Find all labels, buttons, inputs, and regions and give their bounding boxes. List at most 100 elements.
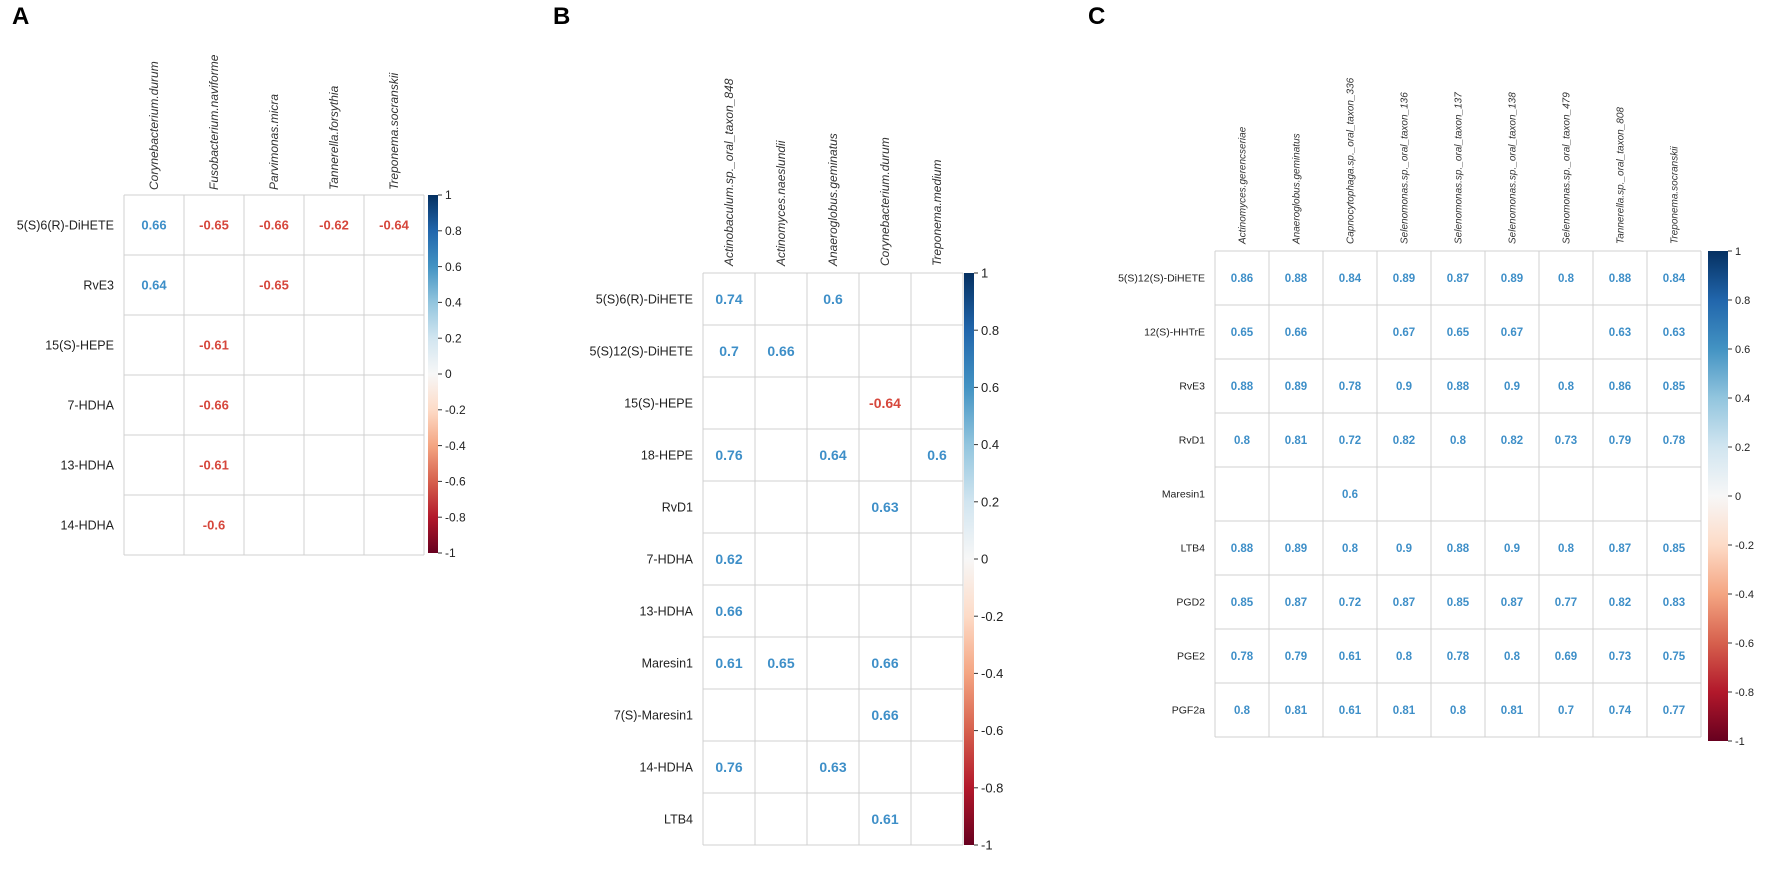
colorbar-tick-label: -0.6 <box>1735 638 1754 650</box>
cell-value: 0.66 <box>1285 327 1307 339</box>
column-label: Treponema.socranskii <box>387 73 401 190</box>
cell-value: 0.88 <box>1231 381 1254 393</box>
row-label: 7-HDHA <box>646 552 693 566</box>
cell-value: 0.77 <box>1663 705 1685 717</box>
cell-value: -0.6 <box>203 518 225 533</box>
cell-value: 0.73 <box>1555 435 1577 447</box>
cell-value: 0.86 <box>1231 273 1253 285</box>
colorbar-gradient <box>964 273 974 845</box>
colorbar-tick-label: -1 <box>981 838 993 853</box>
cell-value: -0.62 <box>319 218 349 233</box>
cell-value: 0.8 <box>1450 705 1467 717</box>
column-label: Anaeroglobus.geminatus <box>1292 133 1303 245</box>
cell-value: 0.83 <box>1663 597 1685 609</box>
cell-value: 0.72 <box>1339 435 1361 447</box>
cell-value: 0.88 <box>1447 381 1470 393</box>
cell-value: 0.72 <box>1339 597 1361 609</box>
cell-value: 0.7 <box>719 343 739 359</box>
colorbar-tick-label: -0.2 <box>1735 540 1754 552</box>
cell-value: 0.79 <box>1285 651 1307 663</box>
cell-value: 0.85 <box>1231 597 1254 609</box>
row-label: RvE3 <box>1179 381 1205 393</box>
row-label: 14-HDHA <box>640 760 694 774</box>
cell-value: 0.81 <box>1285 435 1308 447</box>
colorbar-gradient <box>428 195 438 553</box>
column-label: Selenomonas.sp._oral_taxon_479 <box>1562 92 1573 244</box>
colorbar: 1 0.8 0.6 0.4 0.2 0 -0.2 -0.4 -0.6 -0.8 -1 <box>964 266 1003 853</box>
cell-value: 0.78 <box>1339 381 1362 393</box>
colorbar-tick-label: 0.4 <box>1735 393 1750 405</box>
cell-value: 0.8 <box>1558 381 1575 393</box>
colorbar-tick-label: 0.6 <box>1735 344 1750 356</box>
row-label: 14-HDHA <box>61 518 115 532</box>
cell-value: 0.67 <box>1501 327 1523 339</box>
row-label: 5(S)12(S)-DiHETE <box>1118 273 1205 285</box>
cell-value: 0.88 <box>1447 543 1470 555</box>
cell-value: 0.8 <box>1234 435 1251 447</box>
cell-value: 0.82 <box>1609 597 1631 609</box>
cell-value: 0.76 <box>715 759 742 775</box>
row-label: 13-HDHA <box>61 458 115 472</box>
colorbar-tick-label: -1 <box>445 546 456 560</box>
cell-value: 0.81 <box>1285 705 1308 717</box>
colorbar-tick-label: 0.2 <box>1735 442 1750 454</box>
colorbar-tick-label: -0.8 <box>445 510 466 524</box>
cell-value: 0.87 <box>1501 597 1523 609</box>
row-label: 5(S)12(S)-DiHETE <box>590 344 694 358</box>
column-label: Actinomyces.gerencseriae <box>1238 126 1249 245</box>
column-label: Actinobaculum.sp._oral_taxon_848 <box>722 78 736 267</box>
colorbar-tick-label: 0 <box>1735 491 1741 503</box>
column-label: Treponema.medium <box>930 160 944 266</box>
cell-value: 0.64 <box>819 447 846 463</box>
colorbar-tick-label: 0.8 <box>445 224 462 238</box>
colorbar-tick-label: -0.4 <box>1735 589 1754 601</box>
cell-value: -0.66 <box>199 398 229 413</box>
colorbar-tick-label: -0.8 <box>1735 687 1754 699</box>
row-label: 18-HEPE <box>641 448 693 462</box>
panel-b: B 5(S)6(R)-DiHETE 5(S)12(S)-DiHETE 15(S)-H… <box>553 3 1003 853</box>
row-label: 15(S)-HEPE <box>624 396 693 410</box>
column-label: Selenomonas.sp._oral_taxon_138 <box>1508 92 1519 244</box>
row-label: 15(S)-HEPE <box>45 338 114 352</box>
cell-value: 0.6 <box>823 291 843 307</box>
cell-value: 0.81 <box>1393 705 1416 717</box>
colorbar-tick-label: 0 <box>445 367 452 381</box>
cell-value: 0.84 <box>1339 273 1362 285</box>
cell-value: 0.74 <box>715 291 742 307</box>
colorbar-tick-label: 0.6 <box>445 260 462 274</box>
cell-value: 0.67 <box>1393 327 1415 339</box>
row-label: Maresin1 <box>1162 489 1205 501</box>
panel-label-c: C <box>1088 3 1105 30</box>
cell-value: 0.61 <box>871 811 898 827</box>
cell-value: 0.7 <box>1558 705 1574 717</box>
row-label: LTB4 <box>664 812 693 826</box>
cell-value: 0.74 <box>1609 705 1632 717</box>
cell-value: 0.66 <box>871 655 898 671</box>
colorbar-tick-label: -0.2 <box>981 609 1003 624</box>
cell-value: -0.64 <box>869 395 901 411</box>
cell-value: -0.64 <box>379 218 409 233</box>
cell-value: 0.63 <box>1609 327 1631 339</box>
cell-value: 0.8 <box>1234 705 1251 717</box>
colorbar-tick-label: 0 <box>981 552 988 567</box>
cell-value: 0.61 <box>715 655 742 671</box>
colorbar-tick-label: 0.2 <box>981 494 999 509</box>
cell-value: 0.89 <box>1501 273 1523 285</box>
cell-value: 0.78 <box>1447 651 1470 663</box>
cell-value: 0.79 <box>1609 435 1631 447</box>
cell-value: -0.61 <box>199 338 229 353</box>
colorbar-tick-label: 0.4 <box>445 296 462 310</box>
cell-value: 0.65 <box>767 655 794 671</box>
panel-a: A 5(S)6(R)-DiHETE RvE3 15(S)-HEPE 7-HDHA 13-… <box>12 3 466 560</box>
row-label: PGE2 <box>1177 651 1205 663</box>
colorbar-tick-label: 1 <box>1735 246 1741 258</box>
cell-value: 0.64 <box>141 278 167 293</box>
cell-value: 0.87 <box>1447 273 1469 285</box>
colorbar-tick-label: 0.8 <box>981 323 999 338</box>
heatmap-grid <box>702 272 964 846</box>
panel-label-a: A <box>12 3 29 30</box>
cell-value: 0.6 <box>1342 489 1358 501</box>
heatmap-grid <box>123 194 425 556</box>
colorbar-tick-label: -0.2 <box>445 403 466 417</box>
